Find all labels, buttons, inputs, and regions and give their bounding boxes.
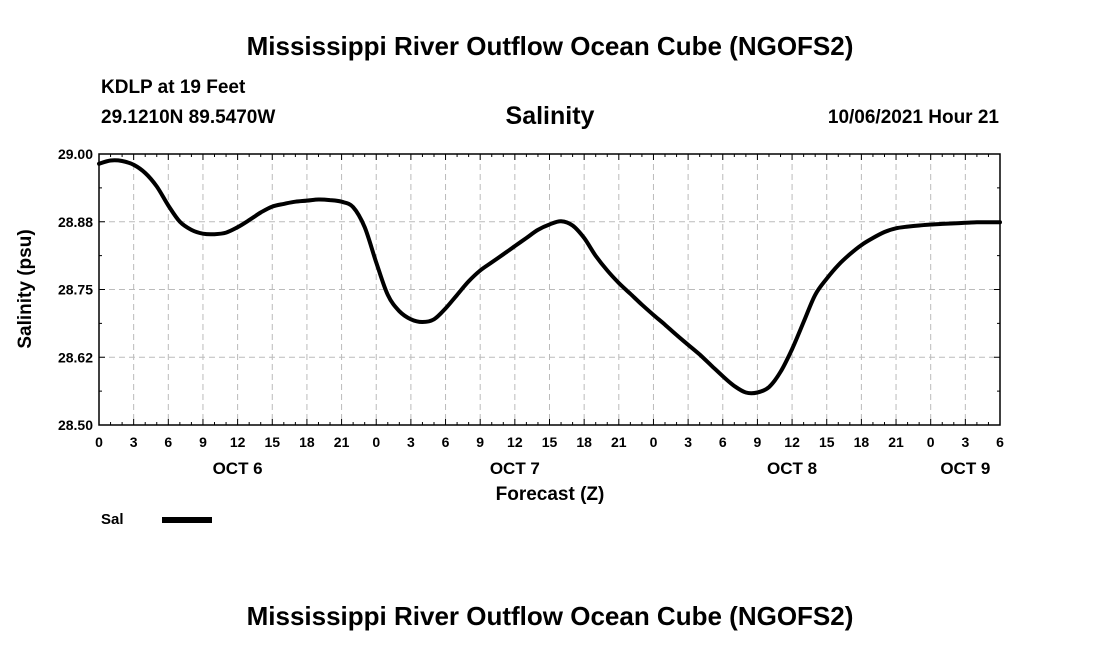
y-tick-label: 28.88: [58, 214, 93, 230]
x-tick-label: 12: [507, 434, 523, 450]
day-label: OCT 7: [490, 459, 540, 478]
x-tick-label: 21: [334, 434, 350, 450]
y-tick-label: 28.75: [58, 282, 93, 298]
y-axis-title: Salinity (psu): [15, 229, 36, 348]
x-tick-label: 0: [650, 434, 658, 450]
station-label: KDLP at 19 Feet: [101, 77, 246, 98]
x-tick-label: 0: [372, 434, 380, 450]
x-tick-label: 9: [199, 434, 207, 450]
x-tick-label: 3: [407, 434, 415, 450]
y-tick-label: 28.50: [58, 417, 93, 433]
x-tick-label: 12: [784, 434, 800, 450]
coordinates-label: 29.1210N 89.5470W: [101, 107, 276, 128]
x-tick-label: 21: [888, 434, 904, 450]
grid-lines: [99, 154, 1000, 425]
variable-label: Salinity: [505, 102, 595, 130]
x-axis-title: Forecast (Z): [496, 484, 605, 505]
x-tick-label: 3: [130, 434, 138, 450]
plot-frame: [98, 153, 1001, 426]
x-tick-label: 6: [442, 434, 450, 450]
x-tick-label: 6: [996, 434, 1004, 450]
x-tick-label: 15: [542, 434, 558, 450]
x-tick-label: 9: [754, 434, 762, 450]
legend-label: Sal: [101, 511, 124, 528]
x-tick-label: 0: [927, 434, 935, 450]
x-tick-label: 0: [95, 434, 103, 450]
day-label: OCT 8: [767, 459, 817, 478]
x-tick-label: 3: [684, 434, 692, 450]
datetime-label: 10/06/2021 Hour 21: [827, 107, 999, 128]
x-tick-label: 15: [819, 434, 835, 450]
x-tick-label: 15: [264, 434, 280, 450]
x-tick-label: 6: [164, 434, 172, 450]
x-tick-label: 3: [961, 434, 969, 450]
y-tick-label: 29.00: [58, 146, 93, 162]
salinity-series-line: [97, 158, 1002, 396]
x-tick-label: 6: [719, 434, 727, 450]
day-label: OCT 6: [213, 459, 263, 478]
x-tick-label: 18: [854, 434, 870, 450]
x-tick-label: 9: [476, 434, 484, 450]
chart-title: Mississippi River Outflow Ocean Cube (NG…: [246, 31, 854, 61]
x-tick-label: 18: [576, 434, 592, 450]
axis-labels: 0 3 6 9 12 15 18 21 0 3 6 9 12 15 18 21 0 3 6 9 12 15 18 21 0 3 6 2…: [58, 146, 1004, 478]
footer-title: Mississippi River Outflow Ocean Cube (NG…: [246, 601, 854, 631]
x-tick-label: 18: [299, 434, 315, 450]
day-label: OCT 9: [940, 459, 990, 478]
y-tick-label: 28.62: [58, 349, 93, 365]
x-tick-label: 21: [611, 434, 627, 450]
x-tick-label: 12: [230, 434, 246, 450]
